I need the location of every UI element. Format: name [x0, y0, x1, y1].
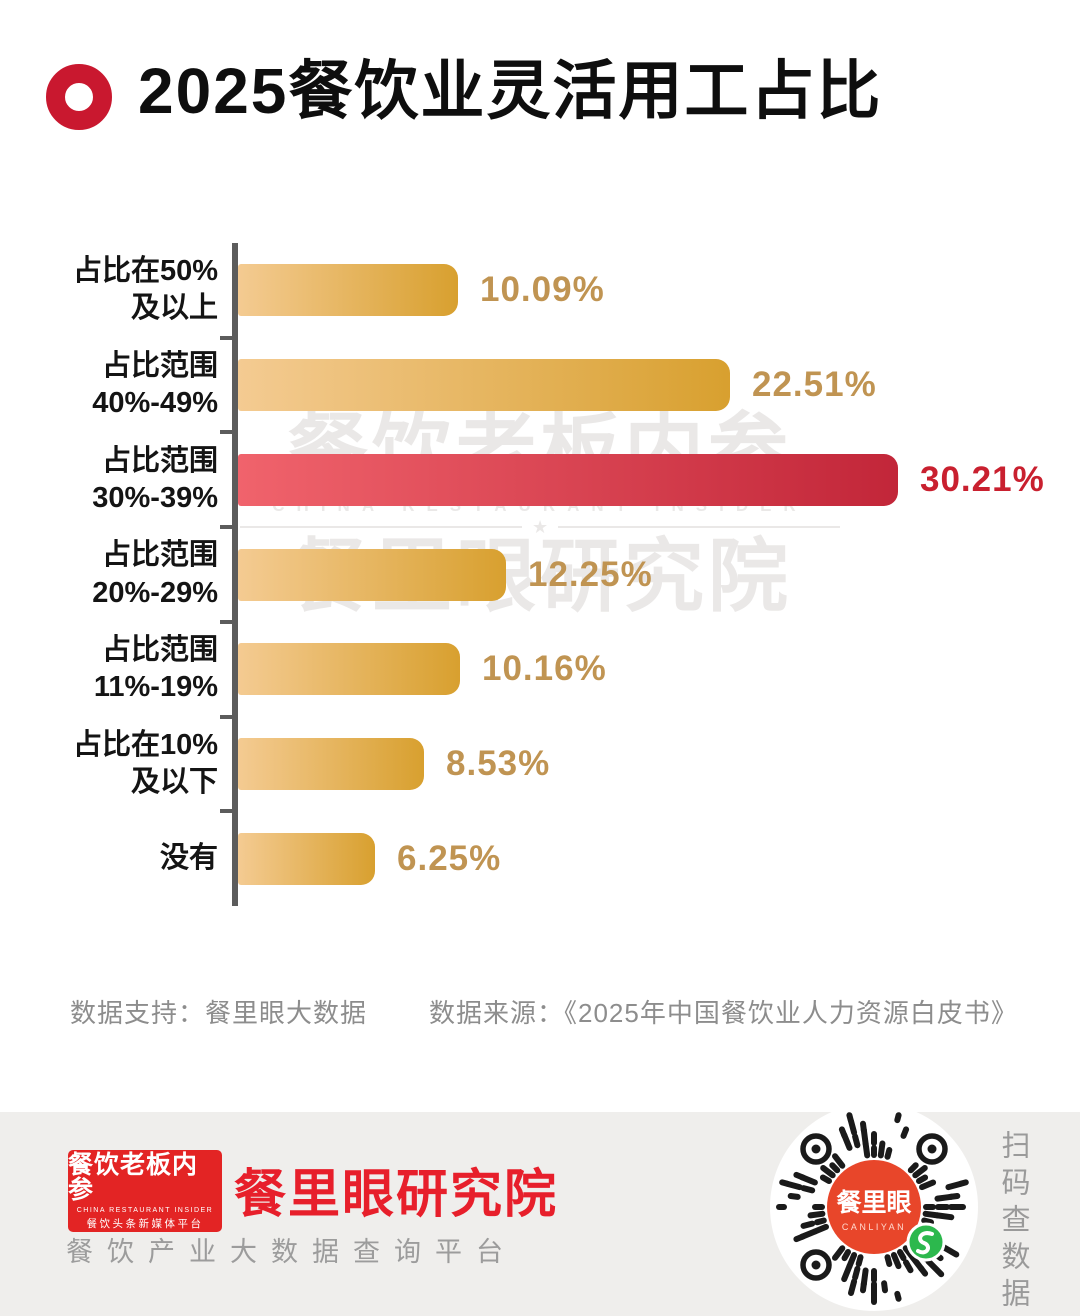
bar: [238, 737, 424, 790]
publisher-logo-title: 餐饮老板内参: [68, 1150, 199, 1204]
brand-name: 餐里眼研究院: [234, 1167, 559, 1224]
category-label: 占比在10% 及以下: [72, 728, 218, 798]
category-label: 占比范围 30%-39%: [92, 444, 218, 514]
publisher-logo: 餐饮老板内参 CHINA RESTAURANT INSIDER 餐饮头条新媒体平…: [68, 1150, 222, 1232]
scan-hint-text: 扫码查数据: [997, 1130, 1029, 1315]
qr-eye-top-right: [916, 1133, 948, 1165]
qr-center-subtitle: CANLIYAN: [842, 1222, 906, 1232]
bar: [238, 548, 506, 601]
axis-tick: [220, 525, 232, 529]
qr-center-title: 餐里眼: [836, 1189, 911, 1217]
bar-value-label: 22.51%: [752, 365, 877, 405]
miniprogram-s-icon: [916, 1231, 934, 1255]
watermark-rule-left: [240, 526, 522, 528]
publisher-logo-subtitle: CHINA RESTAURANT INSIDER: [76, 1206, 214, 1214]
category-label: 没有: [159, 842, 218, 875]
chart-row: 占比在10% 及以下 8.53%: [70, 717, 1070, 812]
bar: [238, 264, 458, 317]
axis-tick: [220, 430, 232, 434]
data-source-text: 数据来源：《2025年中国餐饮业人力资源白皮书》: [429, 998, 1018, 1028]
category-label: 占比在50% 及以上: [72, 255, 218, 325]
qr-code: 餐里眼 CANLIYAN: [770, 1103, 978, 1311]
bar-value-label: 6.25%: [397, 838, 502, 878]
qr-code-svg: 餐里眼 CANLIYAN: [776, 1112, 969, 1305]
y-axis-line: [232, 243, 238, 906]
category-label: 占比范围 11%-19%: [93, 634, 218, 704]
bar-value-label: 8.53%: [446, 743, 551, 783]
brand-tagline: 餐饮产业大数据查询平台: [66, 1237, 517, 1267]
bar-chart: 占比在50% 及以上 10.09% 占比范围 40%-49% 22.51% 占比范围 3…: [70, 243, 1070, 906]
data-support-text: 数据支持：餐里眼大数据: [70, 998, 368, 1028]
watermark-rule: ★: [240, 517, 841, 537]
bar: [238, 643, 460, 696]
chart-row: 没有 6.25%: [70, 811, 1070, 906]
chart-row: 占比范围 40%-49% 22.51%: [70, 338, 1070, 433]
category-label: 占比范围 40%-49%: [92, 349, 218, 420]
chart-row: 占比范围 20%-29% 12.25%: [70, 527, 1070, 622]
axis-tick: [220, 809, 232, 813]
chart-row: 占比范围 30%-39% 30.21%: [70, 432, 1070, 527]
bar: [238, 359, 730, 412]
axis-tick: [220, 715, 232, 719]
bar: [238, 832, 375, 885]
chart-rows: 占比在50% 及以上 10.09% 占比范围 40%-49% 22.51% 占比范围 3…: [70, 243, 1070, 906]
category-label: 占比范围 20%-29%: [92, 539, 218, 609]
qr-eye-bottom-left: [800, 1249, 832, 1281]
bar-value-label: 30.21%: [920, 459, 1045, 499]
bar-value-label: 10.16%: [482, 649, 607, 689]
watermark-rule-right: [558, 526, 841, 528]
publisher-logo-tagline: 餐饮头条新媒体平台: [86, 1217, 204, 1230]
chart-row: 占比范围 11%-19% 10.16%: [70, 622, 1070, 717]
bar-value-label: 10.09%: [480, 270, 605, 310]
watermark-star-icon: ★: [531, 517, 549, 537]
chart-row: 占比在50% 及以上 10.09%: [70, 243, 1070, 338]
qr-eye-top-left: [800, 1133, 832, 1165]
title-ring-icon: [46, 64, 112, 130]
data-source-row: 数据支持：餐里眼大数据 数据来源：《2025年中国餐饮业人力资源白皮书》: [70, 993, 1030, 1030]
axis-tick: [220, 336, 232, 340]
axis-tick: [220, 620, 232, 624]
bar-value-label: 12.25%: [528, 554, 653, 594]
qr-center-circle: [827, 1160, 921, 1254]
bar: [238, 453, 898, 506]
page-title: 2025餐饮业灵活用工占比: [138, 55, 883, 127]
